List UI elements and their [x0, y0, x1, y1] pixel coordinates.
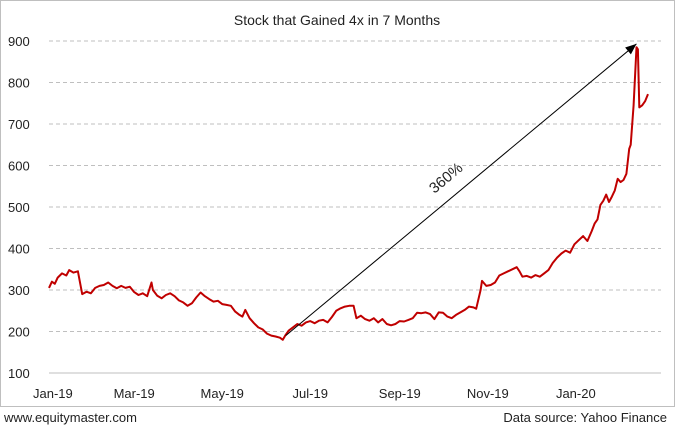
x-tick-label: Mar-19 [114, 386, 155, 401]
y-tick-label: 500 [8, 200, 30, 215]
gain-annotation-label: 360% [426, 160, 466, 198]
y-tick-label: 800 [8, 76, 30, 91]
annotation-arrowhead [625, 43, 637, 55]
chart-footer: www.equitymaster.com Data source: Yahoo … [0, 408, 675, 428]
price-series-line [48, 46, 649, 341]
y-tick-label: 600 [8, 159, 30, 174]
y-tick-label: 200 [8, 325, 30, 340]
x-tick-label: Jul-19 [293, 386, 328, 401]
data-source-credit: Data source: Yahoo Finance [503, 410, 667, 425]
source-website[interactable]: www.equitymaster.com [4, 410, 137, 425]
y-tick-label: 700 [8, 117, 30, 132]
annotation-arrow-line [285, 43, 637, 337]
x-tick-label: Nov-19 [467, 386, 509, 401]
chart-title: Stock that Gained 4x in 7 Months [234, 12, 440, 28]
x-tick-label: Jan-20 [556, 386, 596, 401]
chart-frame: Stock that Gained 4x in 7 Months 100 200 3… [0, 0, 675, 407]
y-tick-label: 100 [8, 366, 30, 381]
x-tick-label: Jan-19 [33, 386, 73, 401]
x-tick-label: Sep-19 [379, 386, 421, 401]
y-tick-label: 300 [8, 283, 30, 298]
y-tick-label: 400 [8, 242, 30, 257]
x-tick-label: May-19 [201, 386, 244, 401]
line-chart: Stock that Gained 4x in 7 Months 100 200 3… [8, 12, 661, 401]
y-tick-label: 900 [8, 34, 30, 49]
